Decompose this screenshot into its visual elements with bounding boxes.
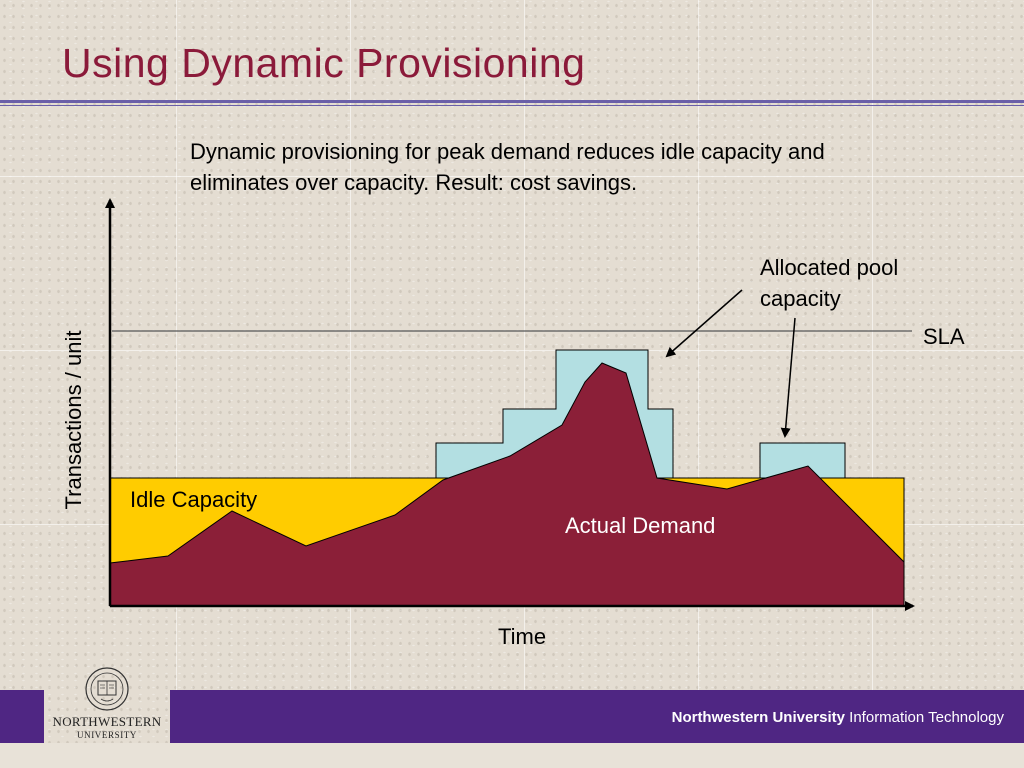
footer-text: Northwestern University Information Tech… — [672, 709, 1004, 726]
university-seal-icon — [85, 667, 129, 711]
actual-demand-label: Actual Demand — [565, 513, 716, 538]
logo-subtitle: UNIVERSITY — [77, 730, 137, 740]
footer-university: Northwestern University — [671, 709, 845, 726]
grid-line — [0, 350, 1024, 351]
actual-demand-area — [109, 362, 905, 607]
x-axis-label: Time — [498, 624, 547, 649]
footer-department: Information Technology — [849, 709, 1004, 726]
grid-line — [524, 0, 525, 690]
title-divider-thin — [0, 105, 1024, 106]
title-divider — [0, 100, 1024, 103]
northwestern-logo: NORTHWESTERN UNIVERSITY — [44, 666, 170, 746]
idle-capacity-label: Idle Capacity — [130, 487, 258, 512]
grid-line — [698, 0, 699, 690]
footer-strip — [0, 743, 1024, 768]
grid-line — [0, 176, 1024, 177]
footer-band-left — [0, 690, 44, 743]
logo-wordmark: NORTHWESTERN — [52, 714, 162, 729]
slide-title: Using Dynamic Provisioning — [62, 40, 586, 86]
provisioning-chart — [105, 198, 915, 611]
footer-band: Northwestern University Information Tech… — [170, 690, 1024, 743]
grid-line — [350, 0, 351, 690]
callout-arrow — [665, 289, 743, 358]
slide-description: Dynamic provisioning for peak demand red… — [190, 139, 825, 195]
allocated-pool-label: Allocated pool capacity — [760, 255, 899, 311]
sla-label: SLA — [923, 324, 965, 349]
grid-line — [176, 0, 177, 690]
grid-line — [872, 0, 873, 690]
callout-arrow — [780, 317, 796, 438]
y-axis-label: Transactions / unit — [61, 330, 86, 510]
